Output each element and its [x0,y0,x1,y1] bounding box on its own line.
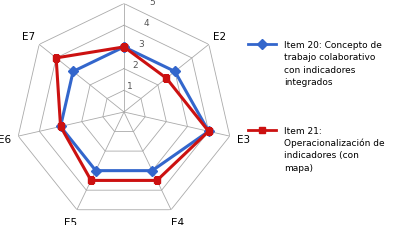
Text: trabajo colaborativo: trabajo colaborativo [284,53,375,62]
Text: Item 20: Concepto de: Item 20: Concepto de [284,40,382,50]
Text: E6: E6 [0,135,11,145]
Text: E7: E7 [22,32,35,41]
Text: integrados: integrados [284,78,332,87]
Text: con indicadores: con indicadores [284,65,355,74]
Text: Operacionalización de: Operacionalización de [284,138,385,148]
Text: indicadores (con: indicadores (con [284,151,359,160]
Text: 5: 5 [150,0,155,7]
Text: E5: E5 [64,218,77,225]
Text: E2: E2 [213,32,226,41]
Text: 1: 1 [127,82,133,91]
Text: E4: E4 [171,218,184,225]
Text: Item 21:: Item 21: [284,126,322,135]
Text: E3: E3 [237,135,250,145]
Text: 3: 3 [138,40,144,49]
Text: mapa): mapa) [284,163,313,172]
Text: 4: 4 [144,19,150,28]
Text: 2: 2 [133,61,138,70]
